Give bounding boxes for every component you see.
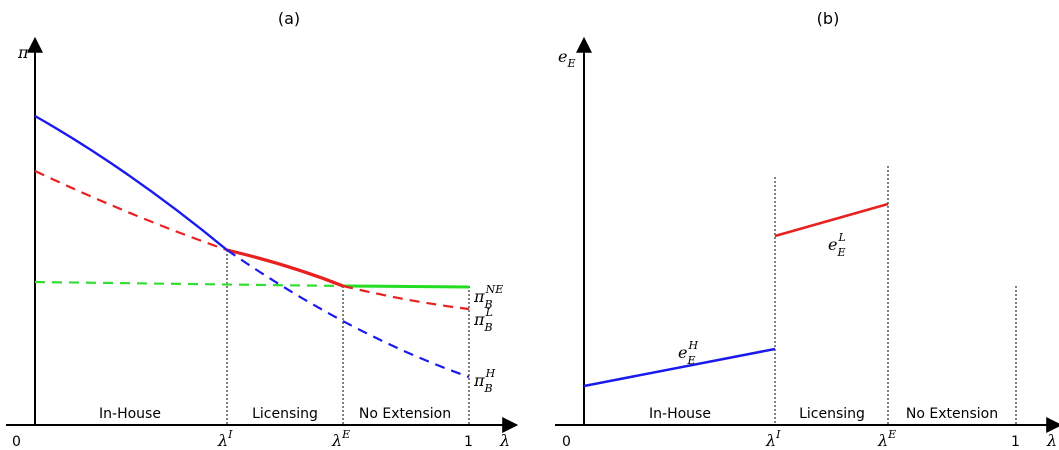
panel-a: (a) π λ 0 1 πBNE πBL πBH In-Ho — [6, 9, 519, 450]
panel-a-region-in-house: In-House — [99, 406, 161, 422]
panel-b-origin-label: 0 — [562, 434, 571, 450]
panel-b-threshold-lambda-i: λI — [765, 428, 781, 450]
panel-a-x-end-label: 1 — [464, 434, 473, 450]
panel-b-segment-e-l — [774, 202, 889, 238]
panel-a-curve-l-solid — [226, 248, 344, 288]
panel-b-label-e-l: eEL — [828, 231, 846, 259]
panel-a-curve-ne-solid — [342, 284, 470, 289]
panel-b-title: (b) — [817, 9, 840, 28]
panel-b-region-licensing: Licensing — [799, 406, 865, 422]
panel-a-curve-l-dashed-right — [342, 284, 470, 311]
panel-b-y-axis-label: eE — [558, 47, 576, 70]
panel-b-x-end-label: 1 — [1011, 434, 1020, 450]
panel-a-title: (a) — [278, 9, 300, 28]
panel-a-y-axis-label: π — [17, 43, 29, 62]
panel-a-region-licensing: Licensing — [252, 406, 318, 422]
panel-b-region-no-extension: No Extension — [906, 406, 998, 422]
panel-b-segment-e-h — [583, 347, 776, 388]
panel-b-label-e-h: eEH — [678, 339, 699, 367]
panel-a-x-axis-label: λ — [499, 431, 510, 450]
panel-a-curve-h-solid — [34, 114, 228, 251]
panel-a-threshold-lambda-e: λE — [331, 428, 350, 450]
panel-b-threshold-lambda-e: λE — [877, 428, 896, 450]
panel-a-threshold-lambda-i: λI — [217, 428, 233, 450]
panel-b-x-axis-label: λ — [1046, 431, 1057, 450]
panel-b: (b) eE λ 0 1 eEH eEL In-House Licensing … — [555, 9, 1059, 450]
panel-a-curve-l-dashed-left — [34, 170, 228, 252]
panel-a-label-pi-ne: πBNE — [473, 283, 503, 311]
panel-a-origin-label: 0 — [12, 434, 21, 450]
panel-a-region-no-extension: No Extension — [359, 406, 451, 422]
panel-a-curve-ne-dashed — [34, 280, 344, 288]
panel-a-label-pi-l: πBL — [473, 306, 493, 334]
panel-a-label-pi-h: πBH — [473, 367, 496, 395]
panel-b-region-in-house: In-House — [649, 406, 711, 422]
panel-a-curve-h-dashed — [226, 249, 470, 379]
